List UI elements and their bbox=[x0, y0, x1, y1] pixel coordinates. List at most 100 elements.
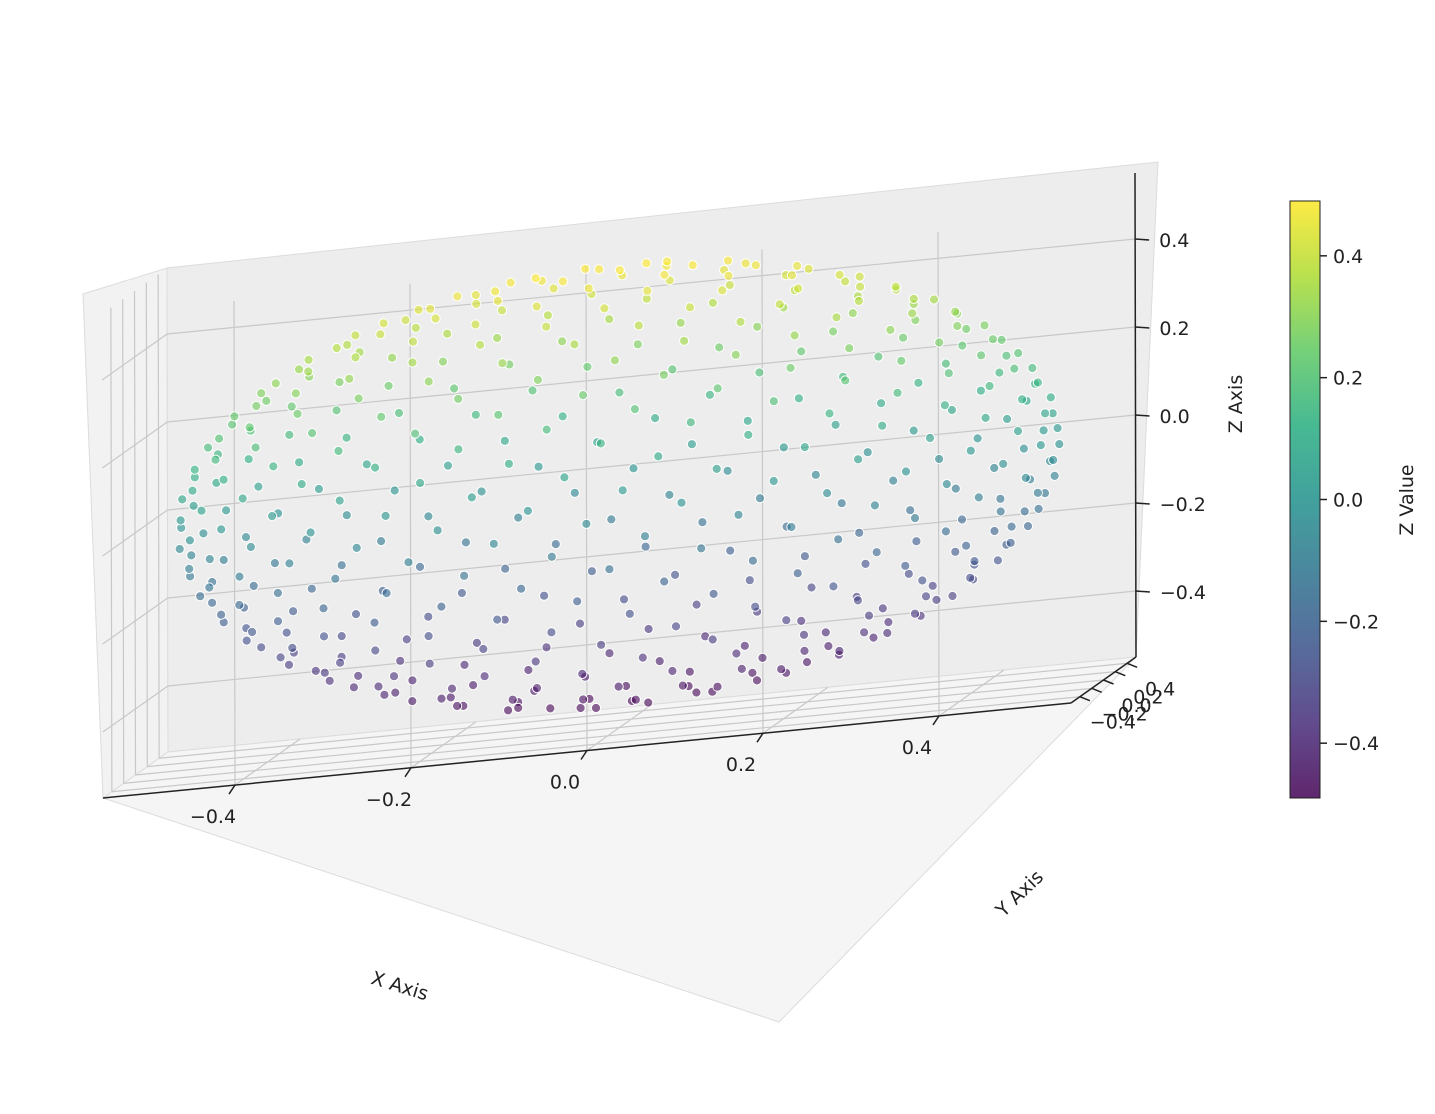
data-point bbox=[965, 572, 976, 583]
grid-line-x bbox=[585, 266, 588, 751]
data-point bbox=[987, 334, 999, 345]
grid-line-z bbox=[102, 509, 168, 557]
data-point bbox=[768, 475, 779, 487]
data-point bbox=[334, 377, 345, 388]
data-point bbox=[586, 566, 598, 577]
data-point bbox=[243, 454, 254, 465]
data-points bbox=[174, 255, 1065, 716]
data-point bbox=[456, 587, 467, 599]
data-point bbox=[947, 590, 958, 602]
data-point bbox=[492, 295, 503, 306]
data-point bbox=[613, 681, 624, 692]
data-point bbox=[542, 310, 554, 321]
data-point bbox=[995, 506, 1006, 517]
data-point bbox=[750, 601, 761, 612]
data-point bbox=[892, 387, 903, 398]
data-point bbox=[310, 665, 321, 677]
data-point bbox=[1009, 363, 1020, 374]
data-point bbox=[403, 557, 414, 568]
data-point bbox=[836, 498, 847, 509]
data-point bbox=[572, 596, 583, 607]
data-point bbox=[318, 603, 329, 614]
data-point bbox=[676, 497, 687, 508]
data-point bbox=[1040, 408, 1051, 419]
x-tick-label: −0.2 bbox=[366, 789, 412, 811]
y-tick-label: 0.4 bbox=[1145, 678, 1175, 700]
data-point bbox=[789, 330, 800, 341]
data-point bbox=[742, 415, 753, 426]
data-point bbox=[306, 583, 317, 594]
data-point bbox=[413, 304, 424, 315]
data-point bbox=[286, 401, 297, 412]
data-point bbox=[686, 439, 698, 450]
data-point bbox=[908, 293, 919, 304]
colorbar bbox=[1289, 200, 1321, 799]
data-point bbox=[873, 351, 884, 362]
grid-line-x bbox=[233, 301, 236, 786]
data-point bbox=[503, 458, 514, 469]
data-point bbox=[436, 601, 447, 612]
data-point bbox=[527, 385, 538, 396]
data-point bbox=[754, 493, 766, 504]
data-point bbox=[823, 641, 834, 652]
data-point bbox=[801, 657, 813, 668]
data-point bbox=[513, 512, 524, 523]
data-point bbox=[407, 357, 418, 368]
x-tick bbox=[580, 750, 588, 760]
data-point bbox=[722, 465, 733, 476]
data-point bbox=[796, 615, 807, 627]
z-tick bbox=[1135, 326, 1150, 329]
data-point bbox=[998, 458, 1009, 469]
data-point bbox=[1032, 377, 1044, 388]
data-point bbox=[618, 594, 630, 605]
data-point bbox=[984, 380, 995, 392]
data-point bbox=[630, 694, 641, 705]
data-point bbox=[583, 283, 594, 294]
data-point bbox=[643, 697, 654, 708]
data-point bbox=[799, 645, 810, 657]
data-point bbox=[667, 364, 678, 375]
data-point bbox=[685, 417, 696, 428]
data-point bbox=[940, 526, 952, 537]
data-point bbox=[324, 675, 335, 686]
data-point bbox=[459, 570, 470, 581]
data-point bbox=[1005, 537, 1016, 548]
data-point bbox=[353, 670, 364, 682]
data-point bbox=[913, 377, 924, 388]
data-point bbox=[917, 575, 928, 586]
y-axis-title: Y Axis bbox=[991, 866, 1048, 922]
data-point bbox=[284, 429, 295, 440]
data-point bbox=[436, 693, 447, 704]
x-tick-label: 0.0 bbox=[550, 772, 580, 794]
data-point bbox=[475, 339, 486, 350]
data-point bbox=[854, 271, 865, 282]
data-point bbox=[820, 627, 831, 638]
z-tick-label: −0.2 bbox=[1160, 494, 1206, 516]
grid-line-z bbox=[167, 502, 1136, 599]
data-point bbox=[599, 303, 610, 314]
data-point bbox=[733, 509, 744, 520]
data-point bbox=[500, 563, 511, 574]
data-point bbox=[641, 258, 652, 269]
data-point bbox=[1017, 394, 1028, 405]
data-point bbox=[513, 702, 524, 714]
data-point bbox=[834, 269, 845, 280]
data-point bbox=[530, 273, 541, 284]
data-point bbox=[267, 510, 278, 522]
data-point bbox=[575, 702, 586, 714]
data-point bbox=[1049, 470, 1060, 481]
colorbar-label: Z Value bbox=[1396, 464, 1418, 535]
data-point bbox=[492, 332, 503, 344]
data-point bbox=[582, 361, 593, 372]
data-point bbox=[296, 479, 307, 490]
data-point bbox=[577, 390, 589, 401]
data-point bbox=[786, 521, 797, 533]
data-point bbox=[313, 483, 324, 495]
data-point bbox=[442, 460, 454, 471]
data-point bbox=[378, 318, 389, 329]
data-point bbox=[691, 599, 702, 610]
data-point bbox=[177, 494, 188, 505]
data-point bbox=[757, 652, 768, 664]
data-point bbox=[1032, 487, 1043, 498]
y-tick bbox=[1103, 679, 1114, 685]
